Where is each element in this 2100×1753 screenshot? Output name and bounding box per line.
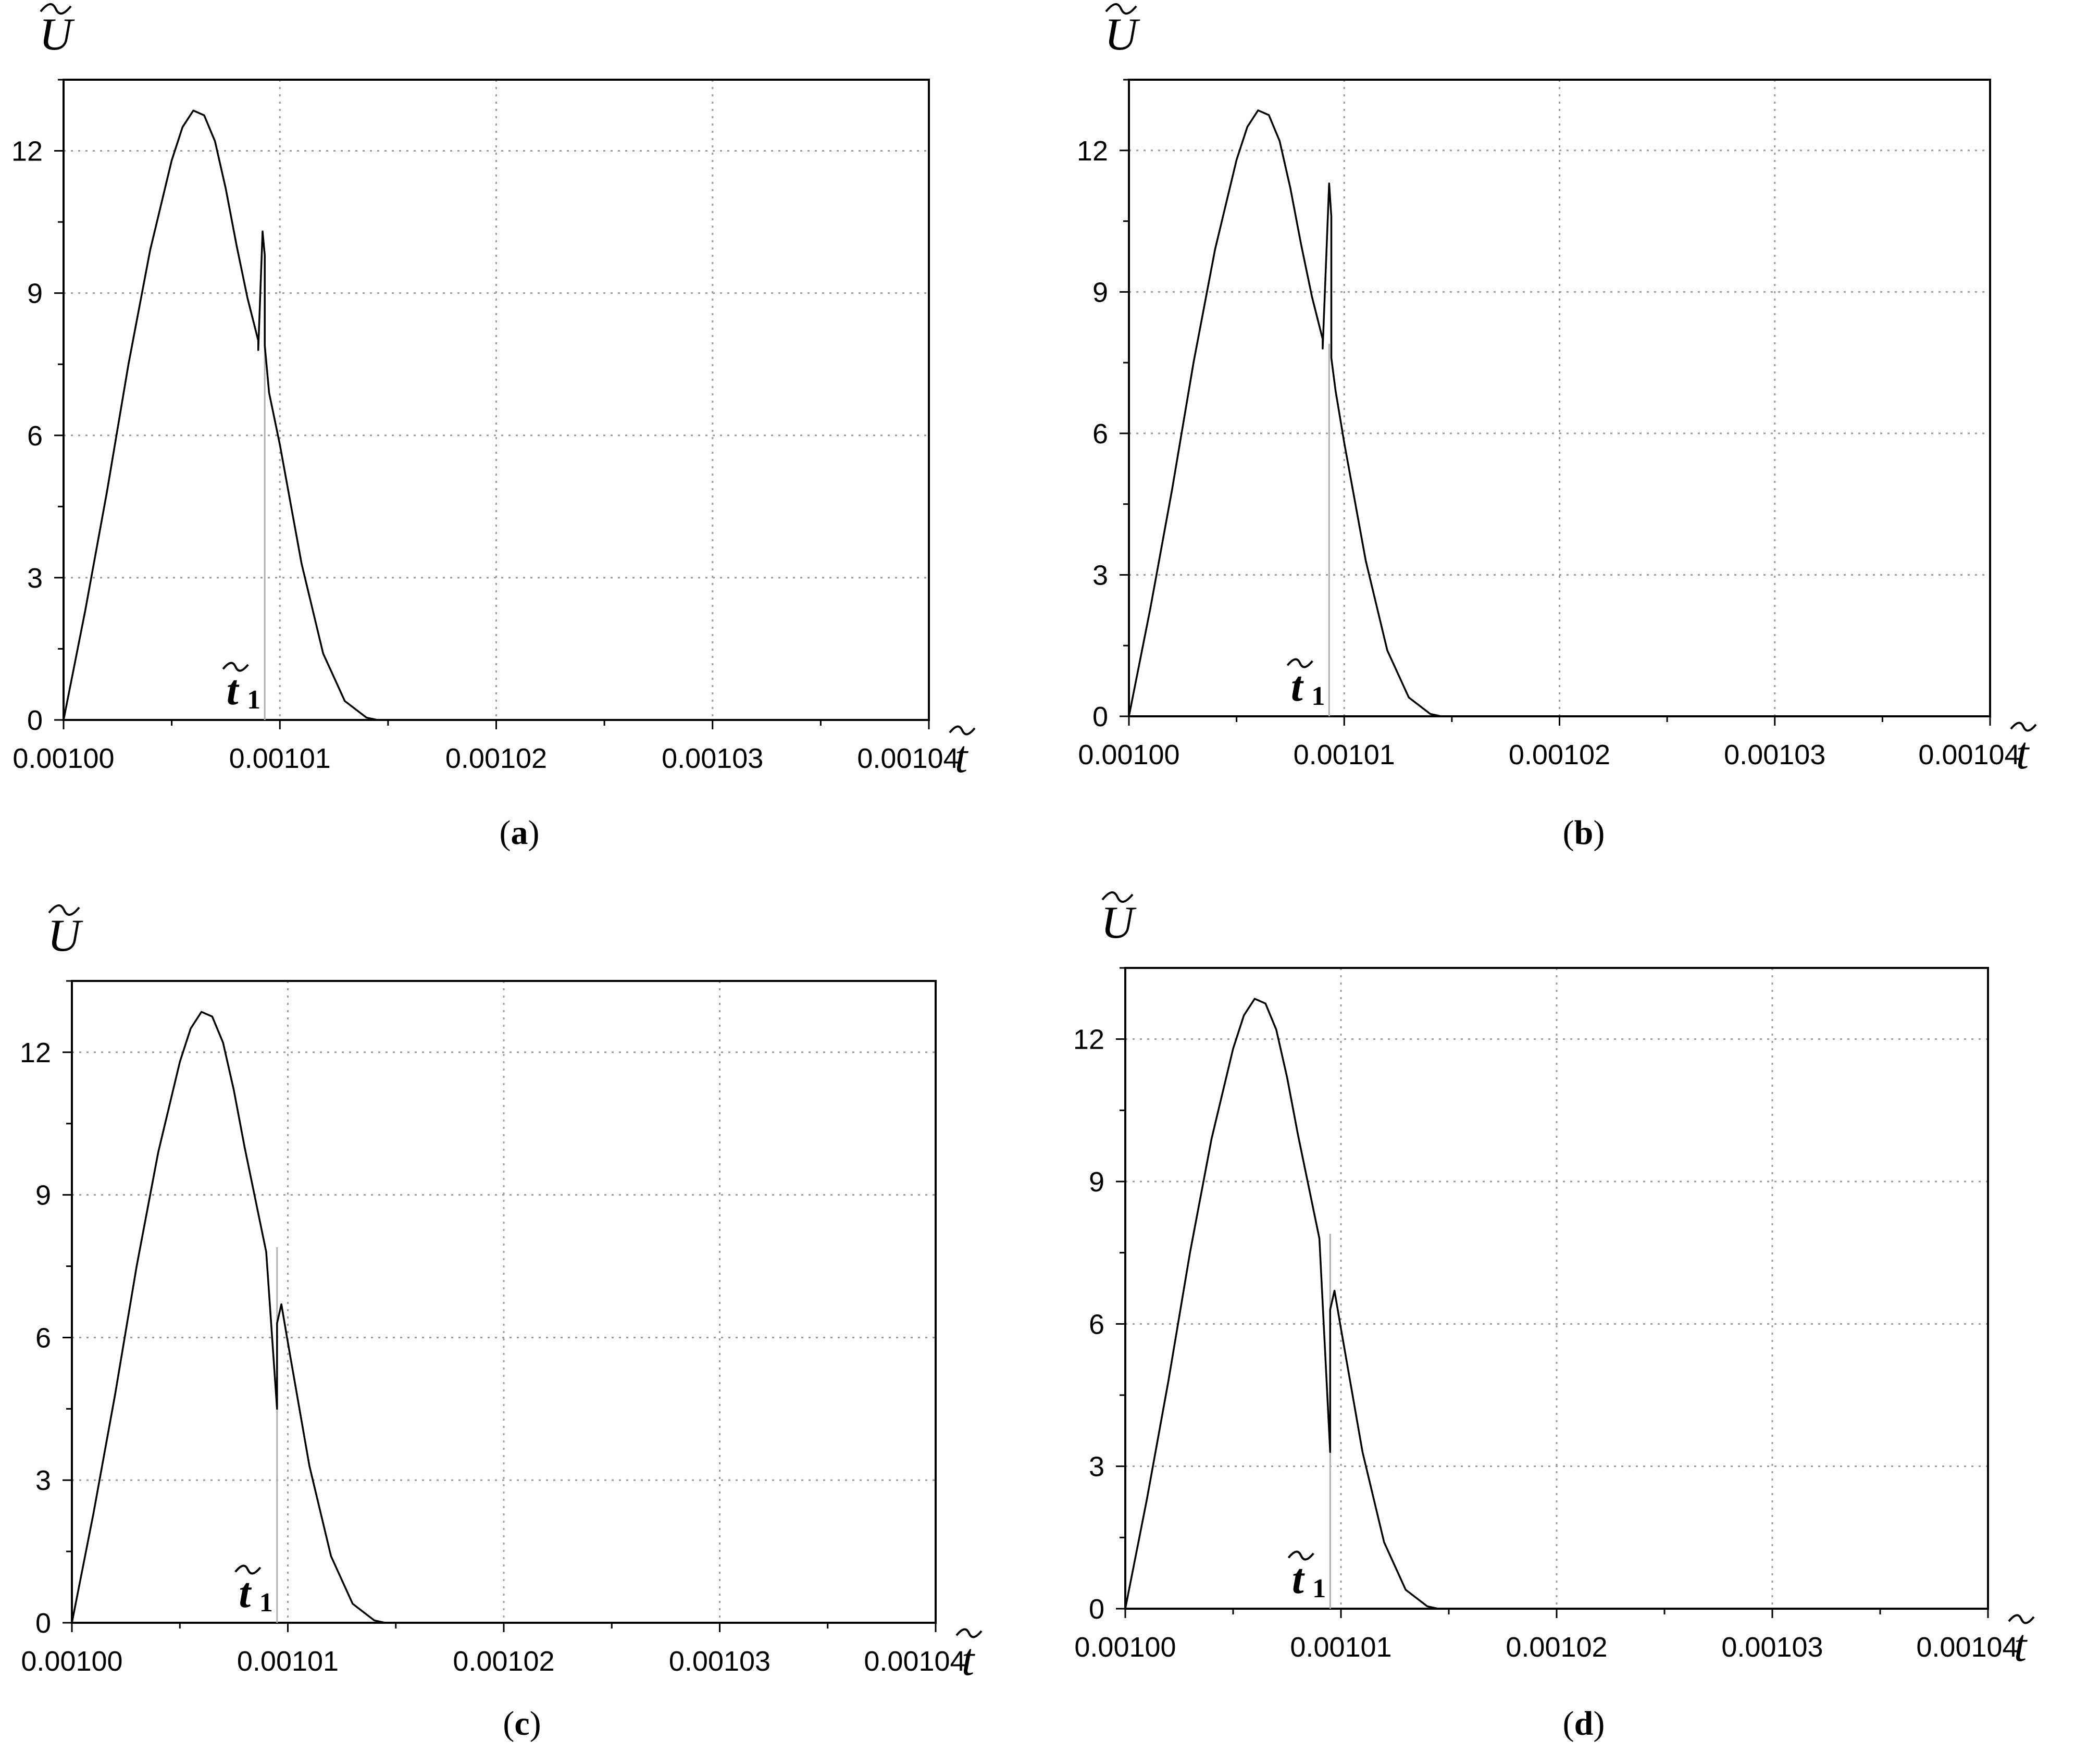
y-tick-label: 0 bbox=[35, 1608, 51, 1639]
x-tick-label: 0.00102 bbox=[1506, 1632, 1607, 1663]
y-axis-label: U bbox=[1101, 898, 1137, 948]
x-tick-label: 0.00100 bbox=[1074, 1632, 1176, 1663]
y-tick-label: 0 bbox=[27, 705, 43, 736]
x-tick-label: 0.00104 bbox=[857, 743, 959, 774]
panel-caption: (b) bbox=[1563, 814, 1605, 852]
panel-caption: (a) bbox=[500, 814, 540, 852]
x-axis-label-tilde bbox=[949, 725, 976, 736]
x-axis-label-tilde bbox=[2010, 722, 2037, 732]
t1-annotation-subscript: 1 bbox=[1312, 1574, 1326, 1603]
chart-panel-b: 0.00100 0.00101 0.00102 0.00103 0.00104 0 3 6 9 1… bbox=[1077, 3, 2037, 852]
caption-letter: c bbox=[514, 1705, 529, 1743]
y-axis-label: U bbox=[47, 911, 83, 961]
chart-panel-c: 0.00100 0.00101 0.00102 0.00103 0.00104 0 3 6 9 1… bbox=[20, 904, 983, 1743]
x-tick-label: 0.00104 bbox=[864, 1646, 965, 1677]
x-tick-label: 0.00102 bbox=[453, 1646, 554, 1677]
t1-annotation-tilde bbox=[234, 1564, 262, 1575]
x-tick-label: 0.00104 bbox=[1918, 739, 2020, 770]
t1-annotation-subscript: 1 bbox=[1311, 681, 1325, 711]
x-axis-label-tilde bbox=[955, 1628, 983, 1638]
y-tick-label: 0 bbox=[1089, 1594, 1104, 1625]
x-tick-label: 0.00101 bbox=[1294, 739, 1395, 770]
caption-paren-open: ( bbox=[503, 1705, 514, 1743]
caption-paren-close: ) bbox=[530, 1705, 541, 1743]
x-tick-label: 0.00101 bbox=[237, 1646, 339, 1677]
y-tick-label: 6 bbox=[35, 1322, 51, 1353]
caption-paren-open: ( bbox=[1563, 1705, 1574, 1743]
y-tick-label: 3 bbox=[1092, 560, 1108, 591]
panel-caption: (c) bbox=[503, 1705, 541, 1743]
y-tick-label: 6 bbox=[27, 420, 43, 452]
t1-annotation-tilde bbox=[222, 662, 249, 672]
caption-paren-open: ( bbox=[1563, 814, 1574, 852]
t1-annotation-tilde bbox=[1286, 658, 1313, 668]
series-line bbox=[1124, 998, 1988, 1610]
x-axis-label: t bbox=[962, 1635, 976, 1685]
y-tick-label: 12 bbox=[1077, 135, 1108, 167]
y-tick-label: 12 bbox=[11, 136, 43, 167]
x-tick-label: 0.00102 bbox=[1509, 739, 1610, 770]
t1-annotation: t bbox=[1292, 1555, 1305, 1602]
t1-annotation: t bbox=[239, 1569, 252, 1617]
y-axis-label: U bbox=[1104, 9, 1140, 60]
x-axis-label-tilde bbox=[2008, 1614, 2035, 1624]
x-axis-label: t bbox=[955, 732, 969, 782]
x-tick-label: 0.00101 bbox=[229, 743, 331, 774]
y-axis-label-tilde bbox=[40, 3, 72, 15]
x-axis-label: t bbox=[2014, 1621, 2028, 1671]
caption-paren-open: ( bbox=[500, 814, 511, 852]
y-tick-label: 0 bbox=[1092, 701, 1108, 732]
y-axis-label-tilde bbox=[48, 904, 80, 916]
x-tick-label: 0.00101 bbox=[1290, 1632, 1391, 1663]
x-tick-label: 0.00104 bbox=[1916, 1632, 2018, 1663]
t1-annotation-subscript: 1 bbox=[259, 1588, 273, 1618]
y-axis-label-tilde bbox=[1101, 891, 1134, 903]
x-tick-label: 0.00100 bbox=[13, 743, 114, 774]
x-tick-label: 0.00100 bbox=[21, 1646, 122, 1677]
chart-panel-a: 0.00100 0.00101 0.00102 0.00103 0.00104 0 3 6 9 1… bbox=[11, 3, 976, 852]
t1-annotation-tilde bbox=[1287, 1550, 1314, 1561]
t1-annotation: t bbox=[227, 666, 240, 714]
x-tick-label: 0.00103 bbox=[1721, 1632, 1823, 1663]
t1-annotation: t bbox=[1291, 663, 1304, 710]
x-axis-label: t bbox=[2016, 728, 2030, 779]
caption-letter: b bbox=[1574, 814, 1594, 852]
caption-letter: d bbox=[1574, 1705, 1594, 1743]
series-line bbox=[63, 109, 929, 721]
y-tick-label: 6 bbox=[1092, 418, 1108, 450]
y-tick-label: 3 bbox=[27, 563, 43, 594]
y-tick-label: 3 bbox=[1089, 1451, 1104, 1483]
x-tick-label: 0.00102 bbox=[445, 743, 547, 774]
t1-annotation-subscript: 1 bbox=[247, 685, 260, 715]
x-tick-label: 0.00103 bbox=[662, 743, 763, 774]
caption-paren-close: ) bbox=[528, 814, 540, 852]
series-line bbox=[1128, 109, 1990, 717]
x-tick-label: 0.00103 bbox=[1724, 739, 1825, 770]
caption-paren-close: ) bbox=[1593, 814, 1605, 852]
y-tick-label: 12 bbox=[20, 1037, 51, 1068]
y-tick-label: 9 bbox=[35, 1180, 51, 1211]
caption-letter: a bbox=[511, 814, 528, 852]
y-tick-label: 9 bbox=[1089, 1166, 1104, 1198]
y-tick-label: 9 bbox=[1092, 277, 1108, 308]
y-tick-label: 9 bbox=[27, 278, 43, 309]
y-tick-label: 12 bbox=[1073, 1024, 1104, 1055]
x-tick-label: 0.00103 bbox=[669, 1646, 771, 1677]
panel-caption: (d) bbox=[1563, 1705, 1605, 1743]
chart-panel-d: 0.00100 0.00101 0.00102 0.00103 0.00104 0 3 6 9 1… bbox=[1073, 891, 2035, 1743]
y-axis-label-tilde bbox=[1105, 3, 1137, 15]
y-axis-label: U bbox=[39, 9, 75, 60]
series-line bbox=[71, 1011, 936, 1624]
y-tick-label: 6 bbox=[1089, 1309, 1104, 1340]
caption-paren-close: ) bbox=[1593, 1705, 1605, 1743]
y-tick-label: 3 bbox=[35, 1465, 51, 1496]
x-tick-label: 0.00100 bbox=[1078, 739, 1179, 770]
